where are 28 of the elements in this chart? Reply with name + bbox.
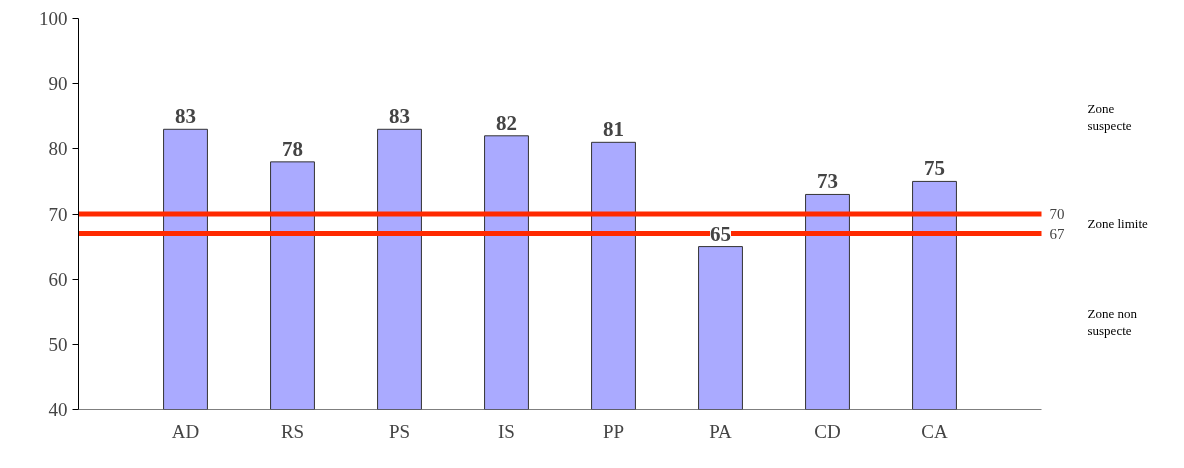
text: Zone non suspecte — [1087, 306, 1138, 339]
x-tick-label: RS — [280, 420, 305, 442]
data-label: 78 — [282, 136, 303, 161]
data-label: 65 — [710, 221, 731, 246]
text: Zone limite — [1087, 216, 1149, 232]
y-tick-label: 80 — [48, 138, 68, 160]
x-tick-label: PP — [602, 420, 625, 442]
x-tick-label: PA — [709, 420, 733, 442]
x-tick-label: CD — [814, 420, 841, 442]
y-tick-label: 40 — [48, 399, 68, 420]
y-tick-label: 70 — [48, 203, 68, 225]
y-tick-label: 90 — [48, 73, 68, 95]
data-label: 82 — [496, 110, 517, 135]
data-label: 75 — [924, 156, 945, 181]
x-tick-label: CA — [921, 420, 948, 442]
ref-line-label: 70 — [1049, 206, 1065, 222]
y-tick-label: 60 — [48, 268, 68, 290]
data-label: 83 — [175, 104, 196, 129]
y-tick-label: 50 — [48, 333, 68, 355]
x-tick-label: AD — [171, 420, 200, 442]
ref-line-label: 67 — [1049, 225, 1065, 242]
data-label: 83 — [389, 104, 410, 129]
x-tick-label: PS — [388, 420, 411, 442]
data-label: 81 — [603, 117, 624, 142]
y-tick-label: 100 — [39, 8, 68, 29]
text: Zone suspecte — [1087, 100, 1132, 133]
x-tick-label: IS — [498, 420, 515, 442]
data-label: 73 — [817, 169, 838, 194]
